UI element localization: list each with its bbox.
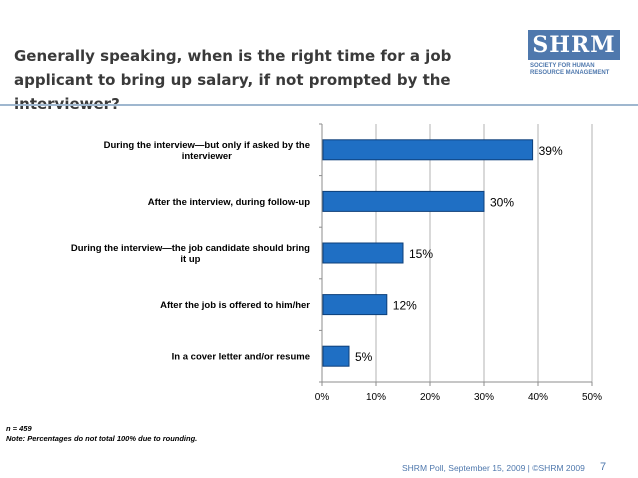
category-label: it up <box>180 254 200 265</box>
x-tick-label: 40% <box>528 392 548 403</box>
logo-subtitle: Society for Human Resource Management <box>530 63 622 77</box>
x-tick-label: 0% <box>315 392 330 403</box>
footer-source: SHRM Poll, September 15, 2009 | ©SHRM 20… <box>402 463 585 473</box>
logo-box: SHRM <box>528 30 620 60</box>
title-divider <box>0 104 638 106</box>
category-label: After the interview, during follow-up <box>148 197 310 208</box>
bar <box>322 345 350 367</box>
bar <box>322 190 485 212</box>
bar <box>322 242 404 264</box>
sample-size-note: n = 459 <box>6 424 32 433</box>
logo-mark: SHRM <box>532 32 616 58</box>
category-label: interviewer <box>182 151 232 162</box>
category-label: During the interview—but only if asked b… <box>104 140 310 151</box>
category-label: During the interview—the job candidate s… <box>71 243 310 254</box>
page-number: 7 <box>600 461 607 473</box>
data-label: 12% <box>393 299 417 313</box>
logo-line-1: Society for Human <box>530 63 595 69</box>
shrm-logo: SHRM Society for Human Resource Manageme… <box>528 30 620 88</box>
x-tick-label: 20% <box>420 392 440 403</box>
rounding-note: Note: Percentages do not total 100% due … <box>6 434 198 443</box>
bar <box>322 139 534 161</box>
bar <box>322 294 388 316</box>
slide-title: Generally speaking, when is the right ti… <box>14 47 452 113</box>
x-tick-label: 30% <box>474 392 494 403</box>
category-label: In a cover letter and/or resume <box>172 352 310 363</box>
logo-line-2: Resource Management <box>530 70 610 76</box>
category-label: After the job is offered to him/her <box>160 300 310 311</box>
data-label: 39% <box>539 144 563 158</box>
x-tick-label: 10% <box>366 392 386 403</box>
x-tick-label: 50% <box>582 392 602 403</box>
data-label: 30% <box>490 195 514 209</box>
data-label: 5% <box>355 350 373 364</box>
data-label: 15% <box>409 247 433 261</box>
